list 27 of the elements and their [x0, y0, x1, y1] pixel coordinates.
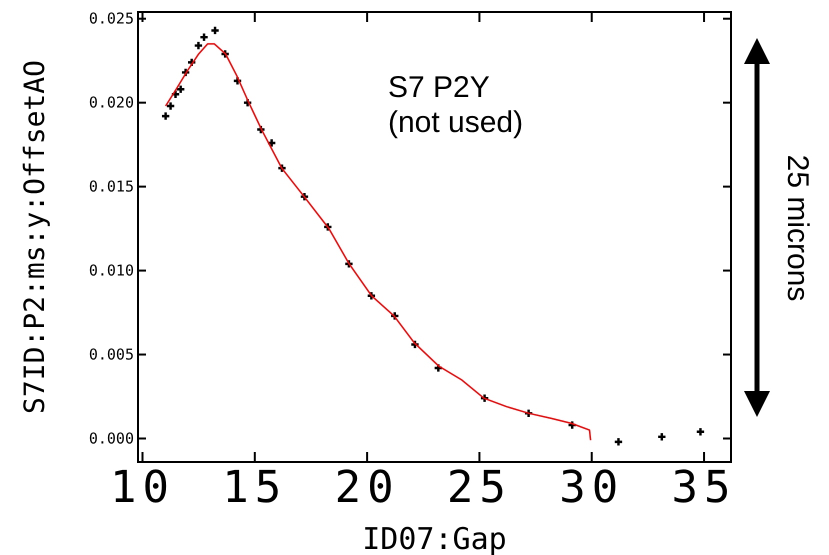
annotation: S7 P2Y	[388, 71, 490, 104]
point	[614, 438, 622, 446]
line-series	[164, 43, 592, 441]
x-tick-label: 15	[222, 462, 288, 513]
point	[696, 428, 704, 436]
annotation: (not used)	[388, 106, 524, 139]
x-axis-title: ID07:Gap	[362, 522, 507, 555]
y-tick-label: 0.010	[88, 262, 134, 280]
y-axis-title: S7ID:P2:ms:y:OffsetAO	[18, 60, 51, 414]
y-tick-label: 0.025	[88, 10, 134, 28]
point	[658, 433, 666, 440]
point	[200, 34, 208, 41]
x-tick-label: 25	[446, 462, 512, 513]
point	[166, 102, 174, 110]
point	[194, 42, 202, 50]
point	[177, 86, 184, 93]
x-tick-label: 20	[334, 462, 400, 513]
x-tick-label: 30	[559, 462, 624, 513]
text: 25 microns	[781, 154, 814, 302]
y-tick-label: 0.005	[88, 346, 134, 364]
x-tick-label: 35	[672, 462, 737, 513]
y-tick-label: 0.015	[88, 178, 134, 196]
point	[211, 26, 219, 34]
y-tick-label: 0.020	[88, 94, 134, 112]
y-tick-label: 0.000	[88, 429, 134, 448]
x-tick-label: 10	[110, 462, 175, 513]
point	[162, 112, 170, 120]
